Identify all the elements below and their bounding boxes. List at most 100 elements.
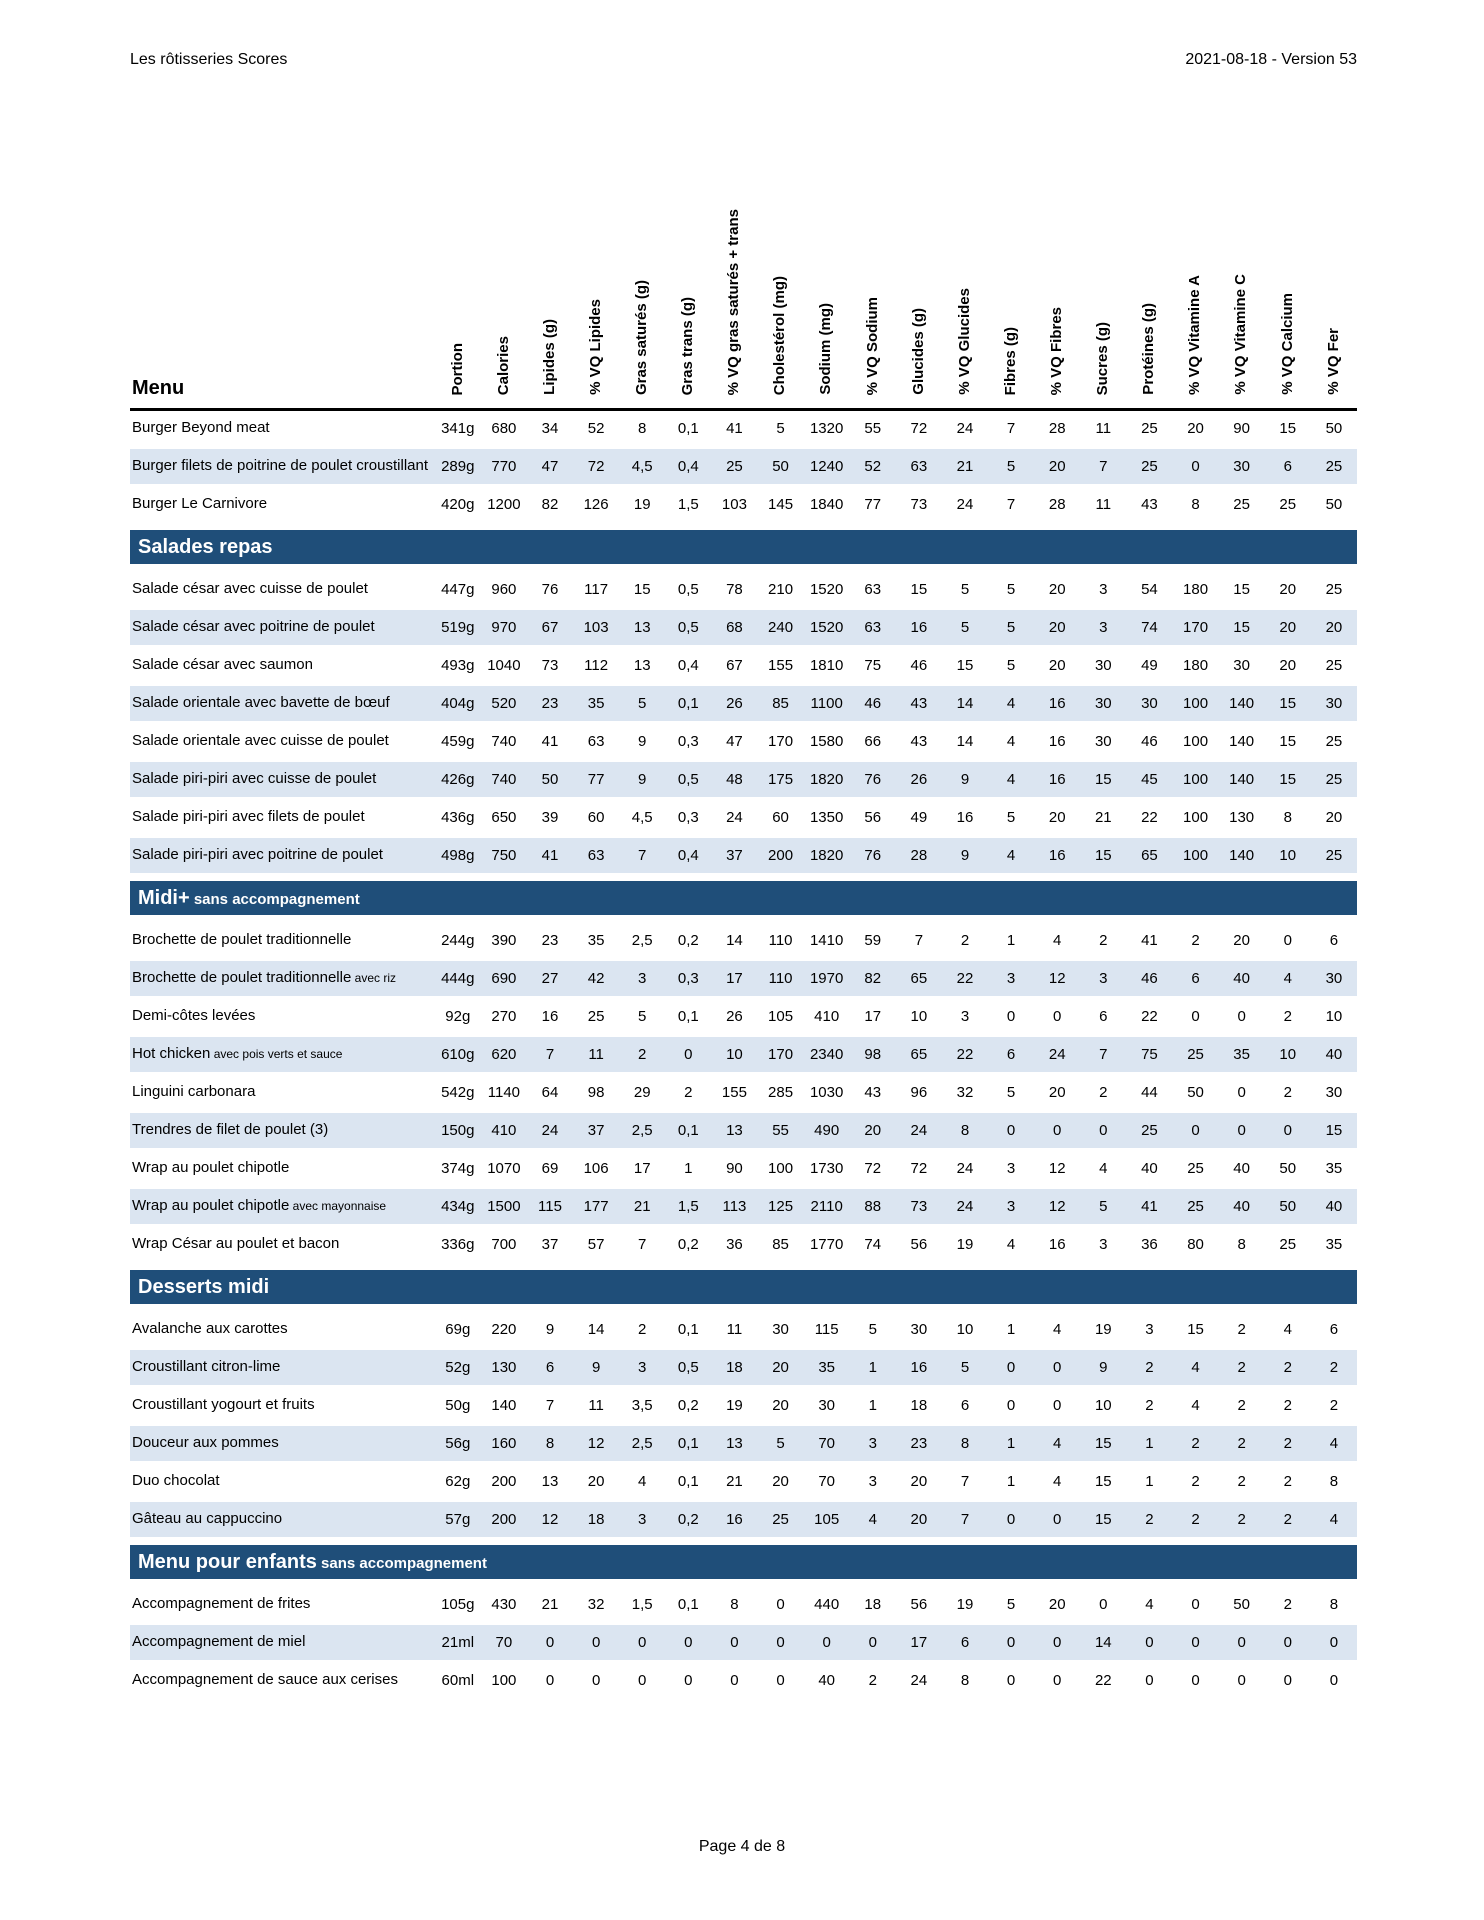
nutrient-value: 105 (803, 1499, 850, 1541)
menu-item-row: Burger Beyond meat 341g 680 34 52 8 0,1 41 5 1320… (130, 408, 1357, 448)
nutrient-value: 15 (1218, 607, 1265, 647)
nutrient-value: 2 (1126, 1385, 1173, 1425)
nutrient-value: 57g (434, 1499, 481, 1541)
nutrient-value: 25 (1264, 484, 1311, 526)
nutrient-value: 200 (480, 1461, 527, 1501)
nutrient-value: 1040 (480, 645, 527, 685)
nutrient-value: 0 (757, 1622, 804, 1662)
nutrient-value: 404g (434, 683, 481, 723)
nutrient-value: 5 (619, 683, 666, 723)
column-header: % VQ Fer (1310, 160, 1357, 411)
nutrient-value: 3,5 (619, 1385, 666, 1425)
nutrient-value: 5 (988, 645, 1035, 685)
column-header-label: % VQ Calcium (1278, 293, 1296, 395)
nutrient-value: 63 (573, 721, 620, 761)
menu-item-name: Linguini carbonara (130, 1072, 435, 1112)
nutrient-value: 2 (1264, 1072, 1311, 1112)
menu-item-name: Douceur aux pommes (130, 1423, 435, 1463)
nutrient-value: 1730 (803, 1148, 850, 1188)
nutrient-value: 90 (1218, 408, 1265, 448)
menu-item-row: Salade césar avec saumon 493g 1040 73 112 13 0… (130, 645, 1357, 685)
nutrient-value: 13 (711, 1423, 758, 1463)
menu-item-row: Wrap au poulet chipotle avec mayonnaise 4… (130, 1186, 1357, 1226)
nutrient-value: 27 (526, 958, 574, 998)
nutrient-value: 0 (1218, 1660, 1265, 1698)
column-header-label: Portion (448, 342, 466, 396)
nutrient-value: 750 (480, 835, 527, 877)
nutrient-value: 770 (480, 446, 527, 486)
section-header: Salades repas (130, 522, 1357, 572)
nutrient-value: 1,5 (619, 1581, 666, 1624)
nutrient-value: 3 (1080, 607, 1127, 647)
nutrient-value: 100 (1172, 721, 1219, 761)
column-header-label: Sucres (g) (1094, 321, 1112, 395)
nutrient-value: 0,2 (665, 1499, 712, 1541)
nutrient-value: 76 (849, 835, 896, 877)
nutrient-value: 9 (619, 721, 666, 761)
nutrient-value: 20 (757, 1385, 804, 1425)
menu-item-name: Brochette de poulet traditionnelle (130, 917, 435, 960)
nutrient-value: 8 (711, 1581, 758, 1624)
nutrient-value: 434g (434, 1186, 481, 1226)
nutrient-value: 2 (849, 1660, 896, 1698)
nutrient-value: 25 (1126, 1110, 1173, 1150)
nutrient-value: 35 (573, 683, 620, 723)
column-header: Sodium (mg) (803, 160, 850, 411)
nutrient-value: 4 (1172, 1347, 1219, 1387)
nutrient-value: 2 (1080, 1072, 1127, 1112)
nutrient-value: 0 (1310, 1622, 1357, 1662)
section-subtitle: sans accompagnement (316, 1554, 487, 1572)
menu-item-name: Croustillant citron-lime (130, 1347, 435, 1387)
nutrient-value: 1,5 (665, 484, 712, 526)
nutrient-value: 24 (895, 1110, 942, 1150)
column-header-label: % VQ Glucides (955, 288, 973, 395)
menu-item-name: Burger Le Carnivore (130, 484, 435, 526)
nutrient-value: 289g (434, 446, 481, 486)
nutrient-value: 200 (757, 835, 804, 877)
nutrient-value: 2 (619, 1034, 666, 1074)
nutrient-value: 0 (1172, 1110, 1219, 1150)
nutrient-value: 20 (1218, 917, 1265, 960)
nutrient-value: 14 (1080, 1622, 1127, 1662)
nutrient-value: 25 (573, 996, 620, 1036)
nutrient-value: 69 (526, 1148, 574, 1188)
nutrient-value: 1840 (803, 484, 850, 526)
nutrient-value: 410 (480, 1110, 527, 1150)
version-info: 2021-08-18 - Version 53 (1185, 51, 1357, 68)
nutrient-value: 0 (665, 1034, 712, 1074)
menu-item-row: Accompagnement de sauce aux cerises 60ml 1… (130, 1660, 1357, 1698)
nutrient-value: 0 (988, 1622, 1035, 1662)
nutrient-value: 3 (1080, 958, 1127, 998)
nutrient-value: 15 (1264, 408, 1311, 448)
nutrient-value: 4 (988, 683, 1035, 723)
nutrient-value: 10 (1080, 1385, 1127, 1425)
nutrient-value: 25 (757, 1499, 804, 1541)
nutrient-value: 12 (1034, 1148, 1081, 1188)
nutrient-value: 0 (1310, 1660, 1357, 1698)
column-header-label: Lipides (g) (540, 319, 558, 395)
nutrient-value: 19 (619, 484, 666, 526)
page-header: Les rôtisseries Scores 2021-08-18 - Vers… (130, 50, 1357, 69)
column-header-label: Gras trans (g) (679, 296, 697, 395)
nutrient-value: 25 (1126, 446, 1173, 486)
nutrient-value: 50 (1172, 1072, 1219, 1112)
nutrient-value: 140 (1218, 721, 1265, 761)
nutrient-value: 50 (1310, 408, 1357, 448)
page-number: Page 4 de 8 (698, 1838, 786, 1855)
nutrient-value: 73 (895, 1186, 942, 1226)
nutrient-value: 9 (619, 759, 666, 799)
nutrient-value: 244g (434, 917, 481, 960)
nutrient-value: 150g (434, 1110, 481, 1150)
nutrient-value: 22 (941, 1034, 989, 1074)
column-header-label: % VQ Lipides (586, 299, 604, 395)
table-body: Burger Beyond meat 341g 680 34 52 8 0,1 41 5 1320… (130, 408, 1357, 1698)
nutrient-value: 30 (1218, 645, 1265, 685)
nutrient-value: 52g (434, 1347, 481, 1387)
document-title: Les rôtisseries Scores (130, 51, 288, 68)
nutrient-value: 1 (849, 1385, 896, 1425)
nutrient-value: 6 (1080, 996, 1127, 1036)
nutrient-value: 0 (619, 1660, 666, 1698)
nutrient-value: 610g (434, 1034, 481, 1074)
nutrient-value: 37 (711, 835, 758, 877)
nutrient-value: 4 (988, 721, 1035, 761)
